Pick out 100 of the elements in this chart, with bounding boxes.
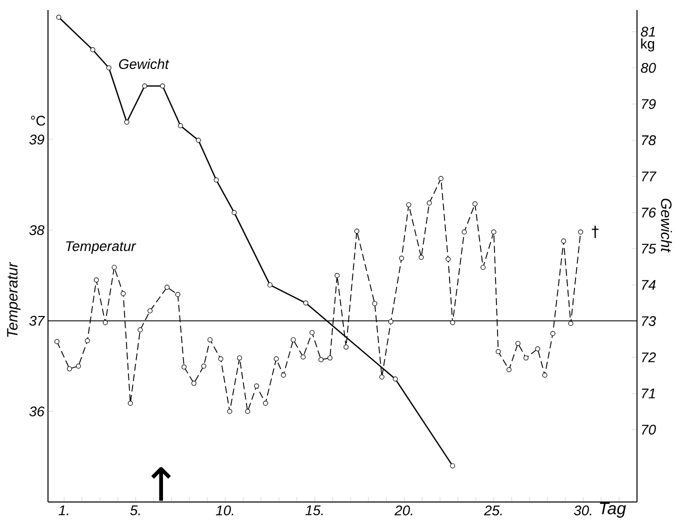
point <box>208 337 213 342</box>
point <box>450 320 456 326</box>
point <box>160 83 166 88</box>
y-tick-label: 39 <box>29 134 44 145</box>
point <box>418 254 424 260</box>
point <box>379 374 384 380</box>
point <box>76 364 81 369</box>
point <box>245 408 250 414</box>
x-tick-label: 20. <box>394 506 412 516</box>
point <box>56 14 62 20</box>
point <box>274 356 279 362</box>
x-tick-label: 5. <box>130 506 140 516</box>
point <box>120 291 126 296</box>
point <box>148 308 153 314</box>
point <box>227 408 232 414</box>
point <box>175 292 180 297</box>
point <box>388 319 394 324</box>
point <box>399 256 404 261</box>
point <box>406 202 412 208</box>
point <box>446 256 451 262</box>
point <box>438 176 444 182</box>
point <box>196 138 201 143</box>
point <box>310 330 315 336</box>
x-tick-label: 15. <box>305 506 323 516</box>
y2-tick-label: 77 <box>642 172 656 182</box>
y2-tick-label: 78 <box>642 135 656 146</box>
point <box>254 384 260 389</box>
point <box>354 228 360 234</box>
y2-tick-label: 73 <box>642 316 656 326</box>
point <box>214 178 219 183</box>
point <box>334 272 340 278</box>
y-tick-label: 38 <box>29 225 44 236</box>
point <box>300 354 306 360</box>
point <box>84 338 90 344</box>
x-axis-title: Tag <box>600 502 626 518</box>
point <box>280 372 286 378</box>
point <box>268 282 272 288</box>
series-label: Temperatur <box>66 241 136 254</box>
point <box>201 364 206 369</box>
y-tick-label: 37 <box>29 316 45 326</box>
point <box>232 210 237 216</box>
point <box>392 376 398 382</box>
x-tick-label: 1. <box>58 506 68 516</box>
point <box>450 463 456 468</box>
text: °C <box>30 116 46 126</box>
point <box>318 357 324 362</box>
point <box>128 400 133 406</box>
point <box>426 200 432 206</box>
y2-tick-label: 79 <box>642 99 656 109</box>
point <box>515 340 520 346</box>
point <box>138 327 143 332</box>
point <box>218 356 224 362</box>
annotation: ↑ <box>151 467 171 501</box>
point <box>462 229 467 234</box>
point <box>290 337 296 342</box>
y2-tick-label: 80 <box>640 62 656 73</box>
point <box>142 83 148 88</box>
y2-tick-label: 71 <box>642 388 655 398</box>
y-tick-label: 36 <box>29 406 44 416</box>
point <box>472 201 478 206</box>
point <box>102 320 108 326</box>
point <box>524 355 528 360</box>
point <box>178 123 183 128</box>
annotation: † <box>592 226 598 238</box>
point <box>506 367 512 372</box>
y2-tick-label: 76 <box>642 208 656 218</box>
x-tick-label: 25. <box>484 506 502 516</box>
point <box>54 339 60 344</box>
point <box>182 364 187 370</box>
point <box>561 238 566 244</box>
point <box>164 284 170 290</box>
y2-tick-label: 75 <box>642 244 656 254</box>
y-axis-title: Temperatur <box>7 262 21 337</box>
point <box>372 301 378 306</box>
point <box>106 65 112 70</box>
point <box>94 278 99 283</box>
x-tick-label: 10. <box>216 506 234 516</box>
y2-tick-label: 72 <box>642 352 656 362</box>
y2-tick-label: 70 <box>642 424 656 435</box>
point <box>568 321 574 326</box>
point <box>535 346 540 352</box>
y2-tick-label: 74 <box>642 280 656 290</box>
point <box>191 380 196 386</box>
point <box>491 229 496 234</box>
point <box>112 264 117 270</box>
x-tick-label: 30. <box>574 506 592 516</box>
point <box>578 229 584 234</box>
point <box>496 349 501 354</box>
point <box>237 355 242 360</box>
y2-tick-label: 81 <box>640 26 655 37</box>
point <box>550 330 556 336</box>
point <box>480 264 486 270</box>
point <box>90 47 96 52</box>
point <box>327 355 332 360</box>
text: kg <box>641 38 654 52</box>
y2-axis-title: Gewicht <box>660 198 672 252</box>
point <box>542 372 548 378</box>
point <box>344 344 349 350</box>
point <box>263 400 268 406</box>
series-label: Gewicht <box>119 58 170 70</box>
